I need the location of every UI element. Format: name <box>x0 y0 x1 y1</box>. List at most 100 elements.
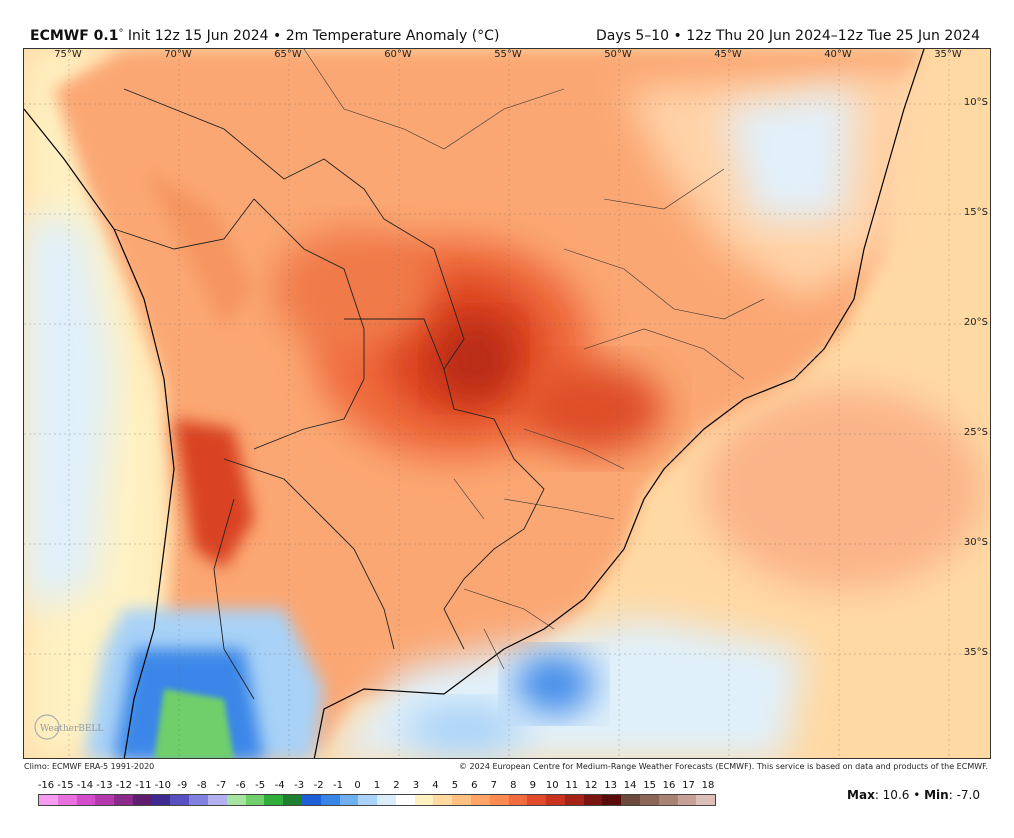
colorbar-tick-label: -12 <box>115 780 133 791</box>
colorbar-swatch <box>226 795 246 805</box>
weatherbell-logo: WeatherBELL <box>34 714 103 740</box>
degree-symbol: ° <box>118 28 124 39</box>
colorbar-tick-label: -16 <box>37 780 55 791</box>
colorbar-swatch <box>433 795 453 805</box>
colorbar-tick-label: 2 <box>393 780 400 791</box>
colorbar-swatch <box>696 795 716 805</box>
init-and-variable: Init 12z 15 Jun 2024 • 2m Temperature An… <box>123 28 500 44</box>
colorbar-swatch <box>602 795 622 805</box>
colorbar-swatch <box>546 795 565 805</box>
lat-label: 15°S <box>963 207 988 218</box>
graticule <box>24 49 990 758</box>
map-panel <box>23 48 991 759</box>
colorbar-swatch <box>583 795 603 805</box>
separator: • <box>909 788 925 802</box>
colorbar-tick-label: 5 <box>451 780 459 791</box>
copyright-note: © 2024 European Centre for Medium-Range … <box>459 762 988 771</box>
lon-label: 65°W <box>274 49 302 60</box>
colorbar <box>38 794 716 806</box>
lon-label: 60°W <box>384 49 412 60</box>
colorbar-swatch <box>339 795 359 805</box>
colorbar-swatch <box>132 795 152 805</box>
colorbar-tick-label: -13 <box>96 780 113 791</box>
colorbar-swatch <box>57 795 77 805</box>
colorbar-tick-label: 4 <box>432 780 439 791</box>
colorbar-tick-label: -8 <box>196 780 207 791</box>
colorbar-tick-label: -6 <box>235 780 246 791</box>
colorbar-tick-label: 17 <box>682 780 695 791</box>
min-label: Min <box>924 788 949 802</box>
colorbar-swatch <box>470 795 490 805</box>
max-min-readout: Max: 10.6 • Min: -7.0 <box>847 788 980 802</box>
colorbar-swatch <box>76 795 96 805</box>
lon-label: 40°W <box>824 49 852 60</box>
colorbar-swatch <box>508 795 528 805</box>
colorbar-tick-label: -1 <box>333 780 344 791</box>
colorbar-swatch <box>264 795 284 805</box>
colorbar-tick-label: 12 <box>584 780 598 791</box>
colorbar-tick-label: 11 <box>565 780 579 791</box>
colorbar-tick-label: 6 <box>471 780 478 791</box>
colorbar-tick-label: 13 <box>604 780 618 791</box>
logo-text: WeatherBELL <box>40 724 103 734</box>
state-borders <box>303 49 765 670</box>
coastline <box>24 49 925 758</box>
lon-label: 45°W <box>714 49 742 60</box>
colorbar-tick-label: 16 <box>662 780 676 791</box>
colorbar-swatch <box>621 795 640 805</box>
lon-label: 35°W <box>934 49 962 60</box>
colorbar-swatch <box>489 795 509 805</box>
lat-label: 10°S <box>963 97 988 108</box>
colorbar-tick-label: -2 <box>313 780 324 791</box>
andes-warm-streak <box>174 419 254 569</box>
lon-label: 50°W <box>604 49 632 60</box>
lon-label: 75°W <box>54 49 82 60</box>
colorbar-swatch <box>245 795 265 805</box>
colorbar-swatch <box>377 795 396 805</box>
anomaly-map <box>24 49 990 758</box>
colorbar-tick-label: 3 <box>412 780 420 791</box>
lon-label: 55°W <box>494 49 522 60</box>
colorbar-tick-label: -5 <box>255 780 266 791</box>
colorbar-tick-label: -15 <box>57 780 74 791</box>
colorbar-tick-label: -11 <box>135 780 152 791</box>
lat-label: 30°S <box>963 537 988 548</box>
max-value: : 10.6 <box>874 788 910 802</box>
colorbar-swatch <box>320 795 340 805</box>
colorbar-swatch <box>658 795 678 805</box>
lat-label: 35°S <box>963 647 988 658</box>
colorbar-swatch <box>39 795 58 805</box>
colorbar-tick-label: -9 <box>177 780 188 791</box>
colorbar-tick-label: 9 <box>529 780 536 791</box>
colorbar-swatch <box>640 795 659 805</box>
colorbar-swatch <box>677 795 697 805</box>
valid-period: Days 5–10 • 12z Thu 20 Jun 2024–12z Tue … <box>595 28 980 44</box>
colorbar-swatch <box>95 795 115 805</box>
map-title: ECMWF 0.1° Init 12z 15 Jun 2024 • 2m Tem… <box>30 28 499 44</box>
colorbar-swatch <box>151 795 171 805</box>
cold-core-atlantic <box>514 654 594 714</box>
colorbar-tick-label: 14 <box>623 780 637 791</box>
colorbar-tick-label: -14 <box>76 780 94 791</box>
colorbar-tick-label: -3 <box>294 780 305 791</box>
lat-label: 20°S <box>963 317 988 328</box>
lon-label: 70°W <box>164 49 192 60</box>
colorbar-swatch <box>527 795 547 805</box>
country-borders <box>113 88 545 700</box>
colorbar-tick-label: 10 <box>545 780 559 791</box>
colorbar-tick-label: 18 <box>701 780 715 791</box>
colorbar-tick-label: 1 <box>373 780 381 791</box>
colorbar-swatch <box>564 795 584 805</box>
colorbar-tick-label: -7 <box>216 780 227 791</box>
colorbar-swatch <box>283 795 302 805</box>
max-label: Max <box>847 788 875 802</box>
colorbar-tick-label: 15 <box>643 780 656 791</box>
colorbar-tick-label: 7 <box>490 780 497 791</box>
lat-label: 25°S <box>963 427 988 438</box>
colorbar-tick-label: -4 <box>274 780 285 791</box>
colorbar-tick-label: 8 <box>510 780 517 791</box>
model-name: ECMWF 0.1 <box>30 28 119 44</box>
colorbar-labels: -16 -15 -14 -13 -12 -11 -10 -9 -8 -7 -6 -5 -4 -3 -2 -1 0… <box>38 780 716 793</box>
colorbar-swatch <box>301 795 321 805</box>
colorbar-swatch <box>189 795 209 805</box>
